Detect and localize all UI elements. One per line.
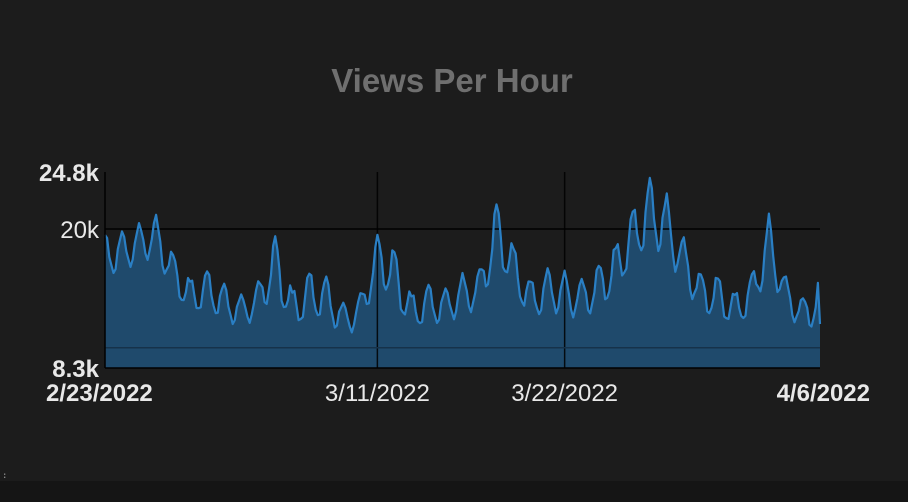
y-tick-label: 20k <box>60 217 100 244</box>
chart-title: Views Per Hour <box>331 62 573 99</box>
series-area <box>105 177 820 368</box>
y-tick-label: 8.3k <box>52 356 99 383</box>
corner-mark: : <box>2 471 8 481</box>
x-tick-label: 4/6/2022 <box>777 380 870 407</box>
x-tick-label: 3/22/2022 <box>511 380 618 407</box>
bottom-strip <box>0 481 908 502</box>
y-tick-label: 24.8k <box>39 160 100 187</box>
x-tick-label: 3/11/2022 <box>325 380 430 407</box>
x-tick-label: 2/23/2022 <box>46 380 153 407</box>
chart-plot: 24.8k 20k 8.3k2/23/2022 3/11/2022 3/22/2022 4… <box>39 160 870 407</box>
series-line <box>104 176 822 334</box>
